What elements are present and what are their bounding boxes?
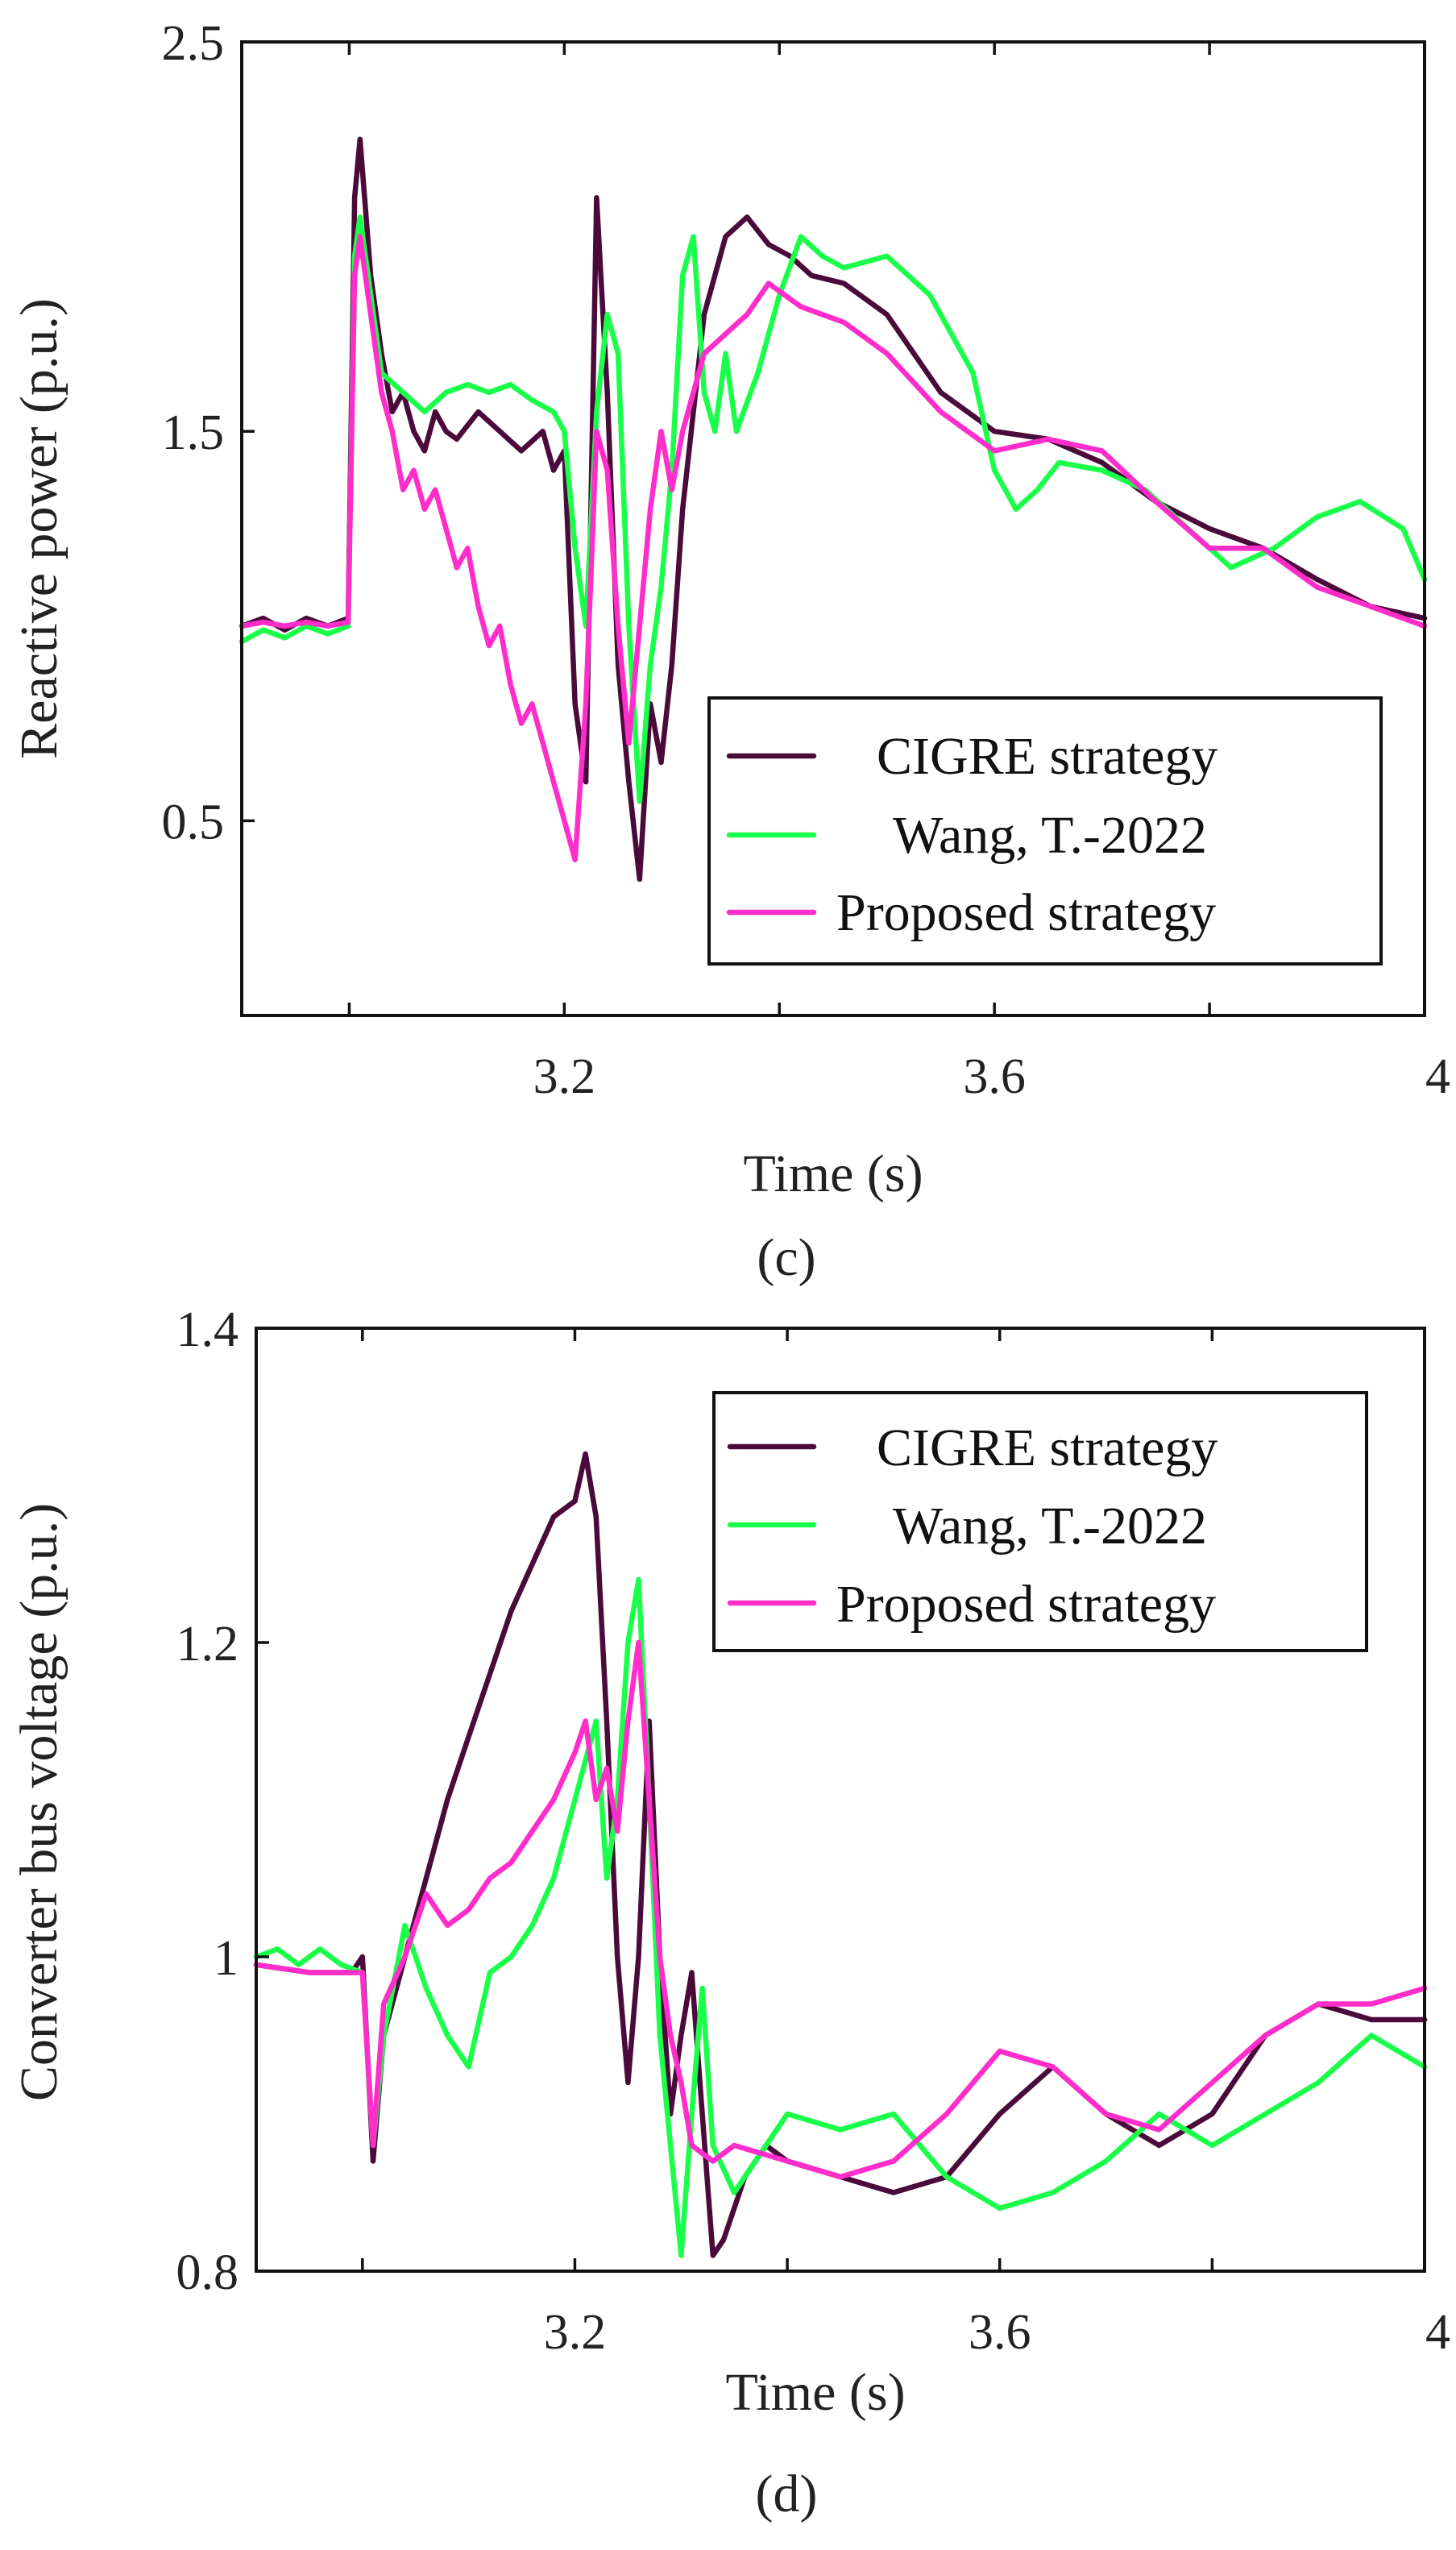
panel-c-plot-frame xyxy=(240,40,1426,1017)
panel-d-series-cigre xyxy=(253,1451,1428,2258)
panel-d-y-tick-label: 1.4 xyxy=(176,1302,239,1357)
panel-c-legend-label-cigre: CIGRE strategy xyxy=(877,727,1217,786)
panel-d-x-tick-label: 4 xyxy=(1425,2305,1450,2360)
panel-c-y-axis-label: Reactive power (p.u.) xyxy=(10,298,68,759)
panel-d-series-lines xyxy=(253,1451,1428,2258)
panel-d-ticks: 3.2 3.6 4 0.8 1 1.2 1.4 xyxy=(176,1302,1451,2360)
panel-c-series-wang xyxy=(239,214,1428,804)
panel-d-legend-label-proposed: Proposed strategy xyxy=(836,1575,1216,1634)
panel-c-series-cigre xyxy=(239,136,1428,883)
panel-d-x-axis-label: Time (s) xyxy=(725,2363,905,2422)
panel-c-legend-box xyxy=(707,696,1383,966)
panel-c-legend-label-proposed: Proposed strategy xyxy=(836,883,1216,942)
panel-d-plot-frame xyxy=(255,1327,1426,2273)
panel-d-bus-voltage: 3.2 3.6 4 0.8 1 1.2 1.4 Time (s) Converter bus… xyxy=(10,1302,1450,2523)
panel-c-y-tick-label: 1.5 xyxy=(162,405,225,460)
panel-d-legend-label-cigre: CIGRE strategy xyxy=(877,1418,1217,1477)
panel-d-y-tick-label: 1 xyxy=(214,1931,239,1986)
panel-d-legend-box xyxy=(712,1391,1368,1652)
panel-d-x-tick-label: 3.2 xyxy=(544,2305,607,2360)
panel-d-series-proposed xyxy=(253,1639,1428,2180)
panel-c-x-axis-label: Time (s) xyxy=(743,1144,923,1203)
panel-d-y-axis-label: Converter bus voltage (p.u.) xyxy=(10,1503,68,2101)
panel-c-ticks: 3.2 3.6 4 0.5 1.5 2.5 xyxy=(162,16,1451,1104)
panel-c-reactive-power: 3.2 3.6 4 0.5 1.5 2.5 Time (s) Reactive power… xyxy=(10,16,1450,1287)
panel-c-x-tick-label: 3.2 xyxy=(533,1049,596,1104)
panel-c-x-tick-label: 4 xyxy=(1425,1049,1450,1104)
panel-d-series-wang xyxy=(253,1576,1428,2258)
panel-c-series-proposed xyxy=(239,234,1428,862)
panel-d-y-tick-label: 0.8 xyxy=(176,2245,239,2300)
panel-c-x-tick-label: 3.6 xyxy=(963,1049,1026,1104)
panel-c-legend-label-wang: Wang, T.-2022 xyxy=(893,806,1207,865)
panel-d-legend: CIGRE strategy Wang, T.-2022 Proposed st… xyxy=(712,1391,1368,1652)
panel-c-series-lines xyxy=(239,136,1428,883)
panel-d-x-tick-label: 3.6 xyxy=(969,2305,1031,2360)
panel-c-caption: (c) xyxy=(757,1228,815,1287)
panel-d-y-tick-label: 1.2 xyxy=(176,1617,239,1672)
panel-c-y-tick-label: 0.5 xyxy=(162,795,225,849)
panel-d-caption: (d) xyxy=(756,2465,818,2523)
panel-d-legend-label-wang: Wang, T.-2022 xyxy=(893,1497,1207,1555)
panel-c-y-tick-label: 2.5 xyxy=(162,16,225,71)
panel-c-legend: CIGRE strategy Wang, T.-2022 Proposed st… xyxy=(707,696,1383,966)
